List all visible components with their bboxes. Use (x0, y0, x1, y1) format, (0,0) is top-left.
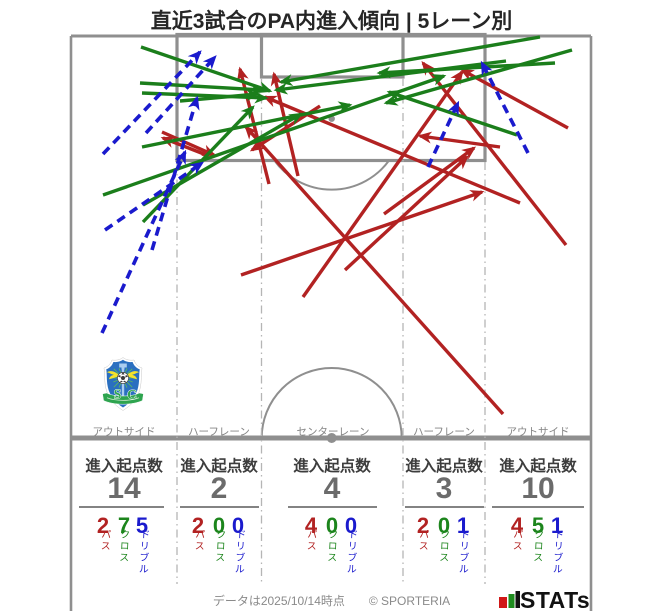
svg-text:S: S (114, 387, 122, 402)
svg-text:C: C (127, 387, 137, 402)
